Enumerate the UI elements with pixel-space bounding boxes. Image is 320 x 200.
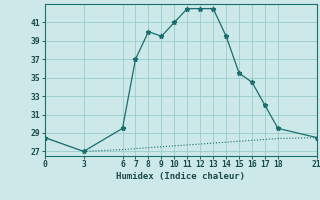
X-axis label: Humidex (Indice chaleur): Humidex (Indice chaleur) <box>116 172 245 181</box>
